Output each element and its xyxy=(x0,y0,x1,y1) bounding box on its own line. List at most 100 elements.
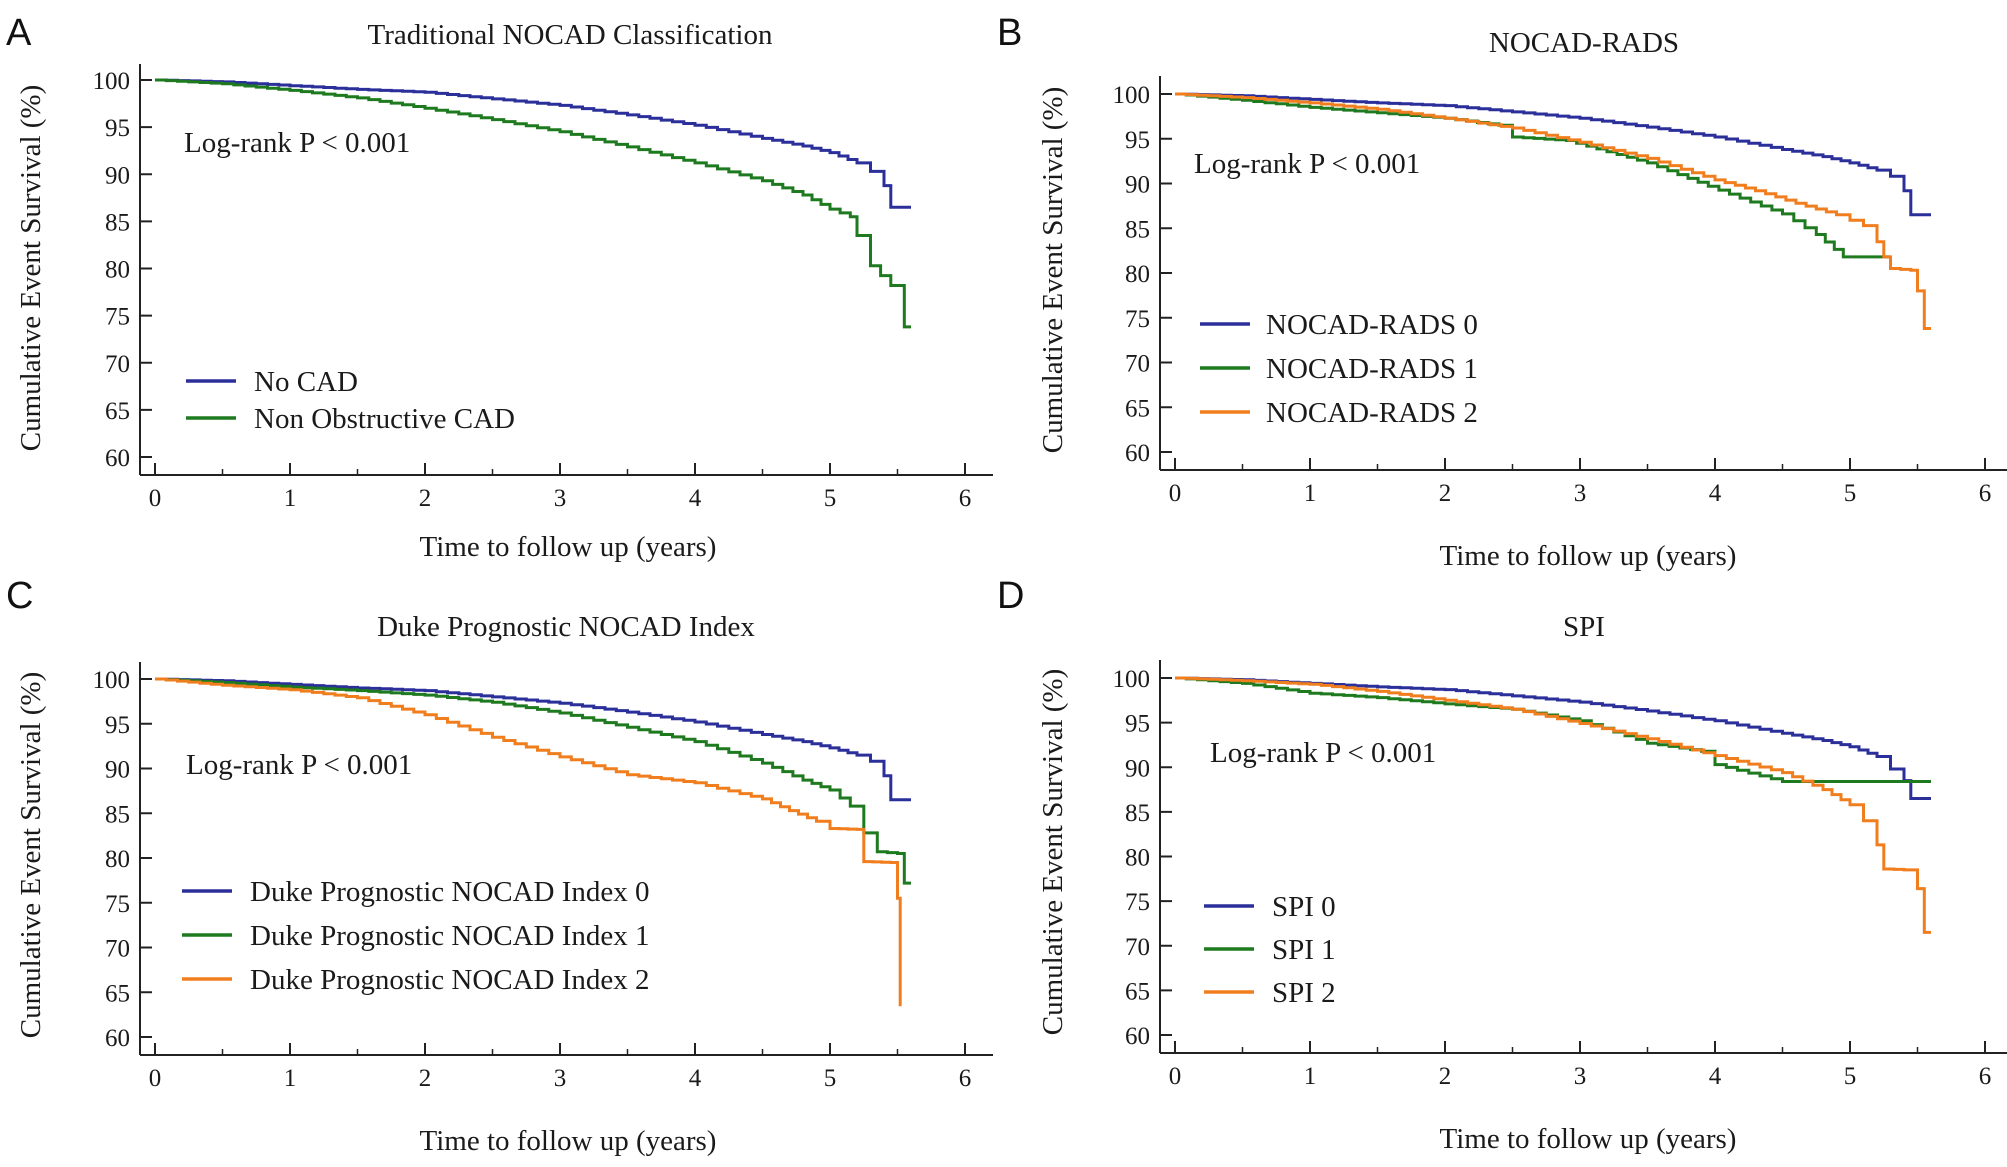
curves-a xyxy=(155,80,911,327)
x-tick-label: 0 xyxy=(149,1065,162,1092)
y-tick-label: 80 xyxy=(105,257,130,284)
curves-c xyxy=(155,679,911,1005)
x-tick-label: 1 xyxy=(1304,480,1317,507)
log-rank-annotation: Log-rank P < 0.001 xyxy=(1194,148,1420,180)
y-tick-label: 85 xyxy=(105,801,130,828)
survival-curve-nocad-rads-2 xyxy=(1175,94,1931,329)
log-rank-annotation: Log-rank P < 0.001 xyxy=(186,749,412,781)
x-tick-label: 5 xyxy=(824,1065,837,1092)
x-axis-label: Time to follow up (years) xyxy=(1440,1123,1737,1155)
y-axis-label: Cumulative Event Survival (%) xyxy=(1037,669,1069,1035)
y-tick-label: 75 xyxy=(105,304,130,331)
x-tick-label: 0 xyxy=(1169,1063,1182,1090)
survival-curve-duke-prognostic-nocad-index-0 xyxy=(155,679,911,800)
x-tick-label: 6 xyxy=(959,1065,972,1092)
panel-letter-b: B xyxy=(997,12,1022,54)
y-tick-label: 65 xyxy=(105,980,130,1007)
y-tick-label: 80 xyxy=(1125,261,1150,288)
survival-curve-non-obstructive-cad xyxy=(155,80,911,327)
y-tick-label: 85 xyxy=(105,209,130,236)
survival-curve-duke-prognostic-nocad-index-2 xyxy=(155,679,902,1005)
legend-d: SPI 0 SPI 1 SPI 2 xyxy=(1204,891,1336,1009)
y-tick-label: 75 xyxy=(1125,889,1150,916)
y-tick-label: 90 xyxy=(1125,755,1150,782)
x-tick-label: 3 xyxy=(554,1065,567,1092)
panel-title: SPI xyxy=(1563,611,1605,643)
legend-label-spi-2: SPI 2 xyxy=(1272,977,1336,1009)
x-axis-label: Time to follow up (years) xyxy=(420,531,717,563)
legend-label-duke-prognostic-nocad-index-1: Duke Prognostic NOCAD Index 1 xyxy=(250,920,650,952)
panel-c: C Duke Prognostic NOCAD Index 6065707580… xyxy=(6,575,993,1157)
y-tick-label: 65 xyxy=(1125,395,1150,422)
legend-label-nocad-rads-0: NOCAD-RADS 0 xyxy=(1266,309,1478,341)
x-tick-label: 2 xyxy=(1439,1063,1452,1090)
x-tick-label: 5 xyxy=(1844,1063,1857,1090)
x-tick-label: 6 xyxy=(1979,480,1992,507)
x-tick-label: 4 xyxy=(689,1065,702,1092)
y-axis-label: Cumulative Event Survival (%) xyxy=(15,85,47,451)
x-tick-label: 2 xyxy=(419,485,432,512)
x-tick-label: 4 xyxy=(1709,1063,1722,1090)
y-tick-label: 100 xyxy=(93,68,131,95)
y-tick-label: 95 xyxy=(105,115,130,142)
panel-title: NOCAD-RADS xyxy=(1489,27,1679,59)
panel-title: Duke Prognostic NOCAD Index xyxy=(377,611,755,643)
legend-label-duke-prognostic-nocad-index-0: Duke Prognostic NOCAD Index 0 xyxy=(250,876,650,908)
y-tick-label: 95 xyxy=(105,712,130,739)
y-tick-label: 60 xyxy=(1125,440,1150,467)
y-tick-label: 75 xyxy=(1125,306,1150,333)
x-tick-label: 3 xyxy=(1574,480,1587,507)
y-tick-label: 60 xyxy=(105,1025,130,1052)
legend-label-spi-1: SPI 1 xyxy=(1272,934,1336,966)
x-tick-label: 2 xyxy=(419,1065,432,1092)
y-tick-label: 75 xyxy=(105,891,130,918)
log-rank-annotation: Log-rank P < 0.001 xyxy=(1210,737,1436,769)
legend-label-nocad-rads-2: NOCAD-RADS 2 xyxy=(1266,397,1478,429)
curves-b xyxy=(1175,94,1931,329)
y-tick-label: 70 xyxy=(105,351,130,378)
x-tick-label: 1 xyxy=(1304,1063,1317,1090)
y-tick-label: 65 xyxy=(105,398,130,425)
x-axis-label: Time to follow up (years) xyxy=(420,1125,717,1157)
x-tick-label: 5 xyxy=(824,485,837,512)
x-axis-label: Time to follow up (years) xyxy=(1440,540,1737,572)
legend-label-spi-0: SPI 0 xyxy=(1272,891,1336,923)
y-tick-label: 90 xyxy=(105,757,130,784)
x-tick-label: 6 xyxy=(1979,1063,1992,1090)
y-axis-label: Cumulative Event Survival (%) xyxy=(15,672,47,1038)
y-tick-label: 85 xyxy=(1125,216,1150,243)
survival-curve-duke-prognostic-nocad-index-1 xyxy=(155,679,911,883)
y-tick-label: 65 xyxy=(1125,978,1150,1005)
legend-label-duke-prognostic-nocad-index-2: Duke Prognostic NOCAD Index 2 xyxy=(250,964,650,996)
x-tick-label: 4 xyxy=(689,485,702,512)
x-tick-label: 4 xyxy=(1709,480,1722,507)
y-tick-label: 60 xyxy=(1125,1023,1150,1050)
legend-label-no-cad: No CAD xyxy=(254,366,358,398)
x-tick-label: 0 xyxy=(1169,480,1182,507)
legend-b: NOCAD-RADS 0 NOCAD-RADS 1 NOCAD-RADS 2 xyxy=(1200,309,1478,429)
x-tick-label: 6 xyxy=(959,485,972,512)
y-tick-label: 80 xyxy=(105,846,130,873)
y-tick-label: 70 xyxy=(1125,351,1150,378)
y-tick-label: 90 xyxy=(1125,172,1150,199)
panel-letter-d: D xyxy=(997,575,1024,617)
panel-letter-c: C xyxy=(6,575,33,617)
legend-a: No CAD Non Obstructive CAD xyxy=(186,366,515,435)
panel-letter-a: A xyxy=(6,12,32,54)
legend-label-non-obstructive-cad: Non Obstructive CAD xyxy=(254,403,515,435)
legend-c: Duke Prognostic NOCAD Index 0 Duke Progno… xyxy=(182,876,650,996)
y-tick-label: 85 xyxy=(1125,800,1150,827)
y-tick-label: 90 xyxy=(105,162,130,189)
y-tick-label: 70 xyxy=(105,936,130,963)
x-tick-label: 5 xyxy=(1844,480,1857,507)
y-tick-label: 100 xyxy=(93,667,131,694)
legend-label-nocad-rads-1: NOCAD-RADS 1 xyxy=(1266,353,1478,385)
log-rank-annotation: Log-rank P < 0.001 xyxy=(184,127,410,159)
x-tick-label: 3 xyxy=(554,485,567,512)
panel-title: Traditional NOCAD Classification xyxy=(368,19,773,51)
